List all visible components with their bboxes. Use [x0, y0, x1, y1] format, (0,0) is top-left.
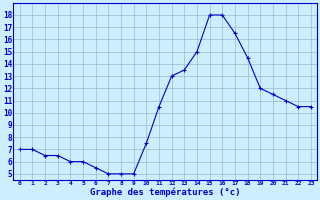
X-axis label: Graphe des températures (°c): Graphe des températures (°c)	[90, 188, 241, 197]
